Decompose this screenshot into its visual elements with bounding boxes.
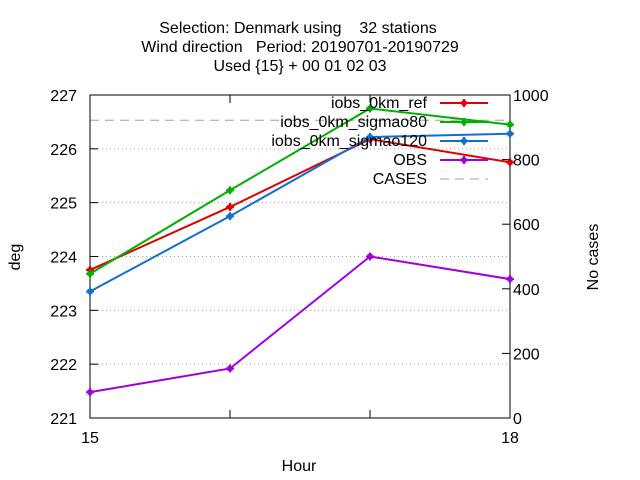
y2-tick-label: 400 [513, 282, 540, 299]
legend-label-iobs_0km_sigmao120: iobs_0km_sigmao120 [271, 133, 427, 150]
series-point-iobs_0km_ref-3 [507, 159, 513, 165]
y2-tick-label: 1000 [513, 88, 549, 105]
series-point-OBS-3 [507, 276, 513, 282]
x-tick-label: 18 [501, 430, 519, 447]
series-line-iobs_0km_sigmao120 [89, 132, 511, 293]
series-point-iobs_0km_ref-1 [227, 204, 233, 210]
series-point-iobs_0km_sigmao80-0 [87, 271, 93, 277]
y-tick-label: 227 [50, 88, 77, 105]
series-line-OBS [89, 255, 511, 394]
y-tick-label: 226 [50, 142, 77, 159]
y-tick-label: 223 [50, 303, 77, 320]
legend-marker-iobs_0km_sigmao80 [461, 119, 467, 125]
y-tick-label: 222 [50, 357, 77, 374]
legend-label-iobs_0km_ref: iobs_0km_ref [331, 95, 428, 112]
y-axis-label: deg [7, 244, 24, 271]
series-point-iobs_0km_sigmao80-3 [507, 122, 513, 128]
series-point-iobs_0km_sigmao80-1 [227, 187, 233, 193]
y2-tick-label: 0 [513, 411, 522, 428]
legend-label-CASES: CASES [373, 171, 427, 188]
y2-axis-label: No cases [585, 224, 602, 291]
series-layer [86, 104, 514, 397]
legend-marker-iobs_0km_sigmao120 [461, 138, 467, 144]
series-point-iobs_0km_sigmao80-2 [367, 105, 373, 111]
legend-marker-iobs_0km_ref [461, 100, 467, 106]
y-tick-label: 224 [50, 250, 77, 267]
series-point-iobs_0km_sigmao120-0 [87, 288, 93, 294]
y2-tick-label: 800 [513, 153, 540, 170]
y2-tick-label: 600 [513, 217, 540, 234]
y-tick-label: 221 [50, 411, 77, 428]
legend: iobs_0km_ref iobs_0km_sigmao80 iobs_0km_si… [271, 95, 488, 188]
series-point-iobs_0km_sigmao120-1 [227, 213, 233, 219]
chart-title-line-1: Selection: Denmark using 32 stations [159, 20, 436, 37]
series-point-OBS-0 [87, 389, 93, 395]
y2-tick-label: 200 [513, 346, 540, 363]
series-point-OBS-1 [227, 365, 233, 371]
y-tick-label: 225 [50, 196, 77, 213]
legend-label-OBS: OBS [393, 152, 427, 169]
series-point-iobs_0km_sigmao120-2 [367, 134, 373, 140]
series-line-iobs_0km_sigmao80 [89, 107, 511, 275]
series-line-iobs_0km_ref [89, 138, 511, 271]
legend-marker-OBS [461, 157, 467, 163]
x-tick-label: 15 [81, 430, 99, 447]
series-point-iobs_0km_sigmao120-3 [507, 131, 513, 137]
ticks-layer: 221 222 223 224 225 226 227 0 200 400 600 800 1000 15… [50, 88, 548, 447]
chart-title-line-2: Wind direction Period: 20190701-20190729 [141, 39, 459, 56]
x-axis-label: Hour [282, 458, 317, 475]
chart-title-line-3: Used {15} + 00 01 02 03 [213, 58, 386, 75]
series-point-OBS-2 [367, 254, 373, 259]
legend-label-iobs_0km_sigmao80: iobs_0km_sigmao80 [280, 114, 427, 131]
